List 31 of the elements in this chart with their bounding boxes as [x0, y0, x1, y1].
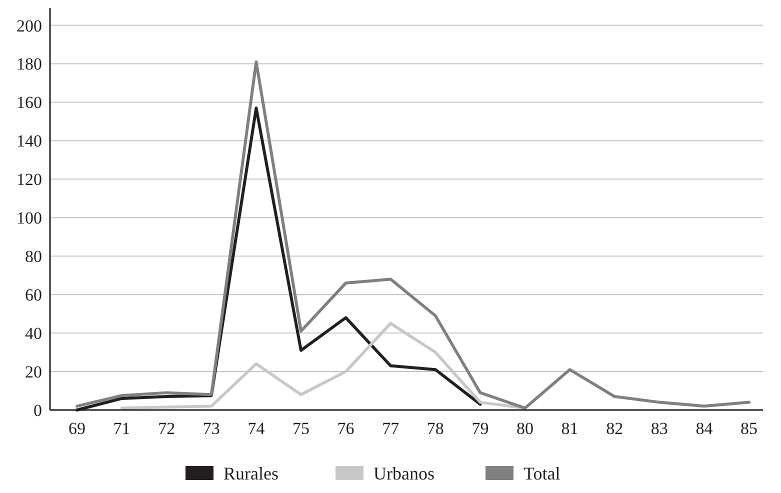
y-tick-label: 160 [16, 93, 42, 112]
legend-label: Rurales [224, 463, 278, 484]
y-tick-label: 140 [16, 132, 42, 151]
x-tick-label: 72 [158, 419, 176, 438]
x-tick-label: 82 [606, 419, 624, 438]
legend-label: Total [524, 463, 560, 484]
x-tick-label: 83 [650, 419, 668, 438]
x-tick-label: 79 [472, 419, 489, 438]
legend-label: Urbanos [374, 463, 434, 484]
x-tick-label: 81 [561, 419, 578, 438]
x-tick-label: 76 [337, 419, 354, 438]
y-tick-label: 120 [16, 170, 42, 190]
y-tick-label: 40 [25, 324, 42, 344]
x-tick-label: 73 [202, 419, 220, 438]
x-tick-label: 69 [68, 419, 86, 438]
x-tick-label: 80 [516, 419, 534, 438]
y-tick-label: 0 [34, 400, 42, 420]
x-tick-label: 77 [382, 419, 400, 438]
y-tick-label: 180 [16, 54, 42, 74]
line-series [76, 60, 750, 410]
x-tick-label: 85 [740, 419, 758, 438]
x-tick-label: 71 [113, 419, 130, 438]
y-tick-label: 200 [16, 16, 42, 36]
y-tick-label: 80 [25, 247, 42, 266]
y-tick-label: 60 [25, 286, 42, 305]
y-tick-label: 100 [16, 208, 42, 228]
x-tick-label: 74 [248, 419, 266, 438]
x-tick-label: 84 [696, 419, 714, 438]
y-tick-label: 20 [25, 362, 42, 382]
x-tick-label: 78 [426, 419, 444, 438]
x-tick-label: 75 [292, 419, 310, 438]
